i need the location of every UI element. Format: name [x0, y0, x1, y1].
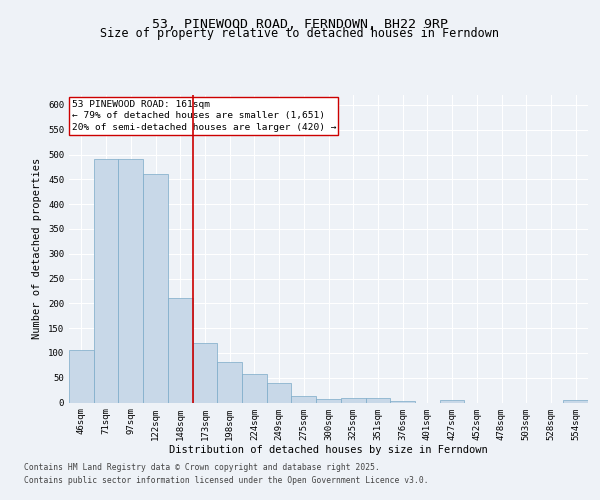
Bar: [242, 374, 267, 402]
X-axis label: Distribution of detached houses by size in Ferndown: Distribution of detached houses by size …: [169, 445, 488, 455]
Text: Contains public sector information licensed under the Open Government Licence v3: Contains public sector information licen…: [24, 476, 428, 485]
Bar: [69, 350, 94, 403]
Bar: [341, 398, 365, 402]
Bar: [440, 400, 464, 402]
Y-axis label: Number of detached properties: Number of detached properties: [32, 158, 43, 340]
Bar: [118, 160, 143, 402]
Bar: [193, 343, 217, 402]
Bar: [292, 396, 316, 402]
Bar: [365, 398, 390, 402]
Text: 53 PINEWOOD ROAD: 161sqm
← 79% of detached houses are smaller (1,651)
20% of sem: 53 PINEWOOD ROAD: 161sqm ← 79% of detach…: [71, 100, 336, 132]
Bar: [143, 174, 168, 402]
Bar: [390, 401, 415, 402]
Text: 53, PINEWOOD ROAD, FERNDOWN, BH22 9RP: 53, PINEWOOD ROAD, FERNDOWN, BH22 9RP: [152, 18, 448, 30]
Bar: [217, 362, 242, 403]
Bar: [94, 160, 118, 402]
Bar: [168, 298, 193, 403]
Bar: [267, 382, 292, 402]
Bar: [316, 398, 341, 402]
Text: Size of property relative to detached houses in Ferndown: Size of property relative to detached ho…: [101, 28, 499, 40]
Bar: [563, 400, 588, 402]
Text: Contains HM Land Registry data © Crown copyright and database right 2025.: Contains HM Land Registry data © Crown c…: [24, 464, 380, 472]
